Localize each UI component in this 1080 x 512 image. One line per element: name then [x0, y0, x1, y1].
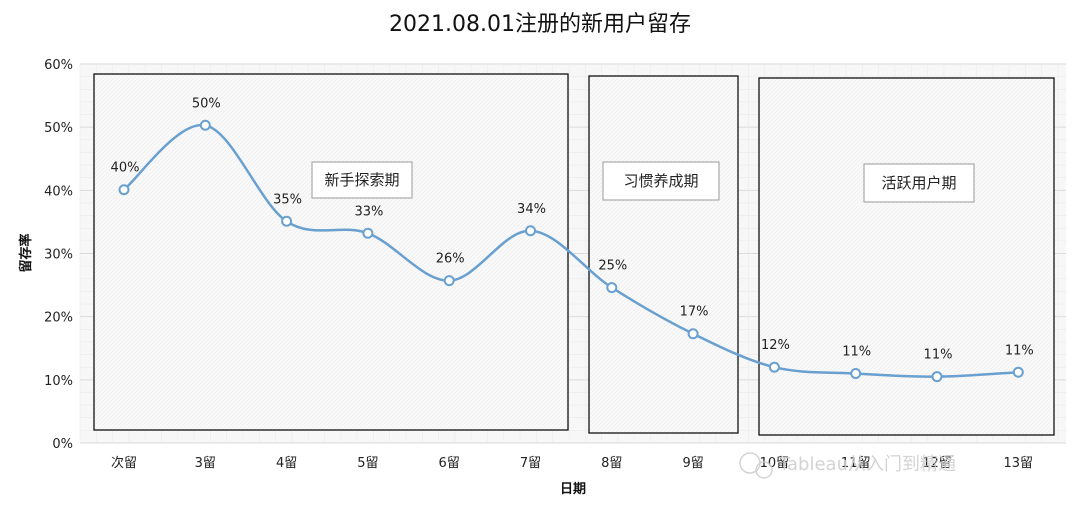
phase-label: 新手探索期 [324, 171, 399, 189]
data-label: 12% [761, 338, 790, 353]
data-label: 11% [1005, 343, 1034, 358]
data-point [199, 119, 211, 131]
phase-label: 活跃用户期 [881, 174, 956, 192]
x-tick-label: 6留 [439, 456, 460, 471]
phase-label-box [863, 163, 975, 203]
x-tick-label: 9留 [682, 456, 703, 471]
x-tick-label: 10留 [760, 456, 790, 471]
data-label: 40% [111, 161, 140, 176]
phase-boxes: 新手探索期 习惯养成期 活跃用户期 [93, 73, 1055, 436]
x-tick-label: 7留 [520, 456, 541, 471]
x-tick-label: 5留 [357, 456, 378, 471]
y-tick-label: 30% [44, 248, 73, 263]
y-tick-label: 10% [44, 374, 73, 389]
y-tick-label: 20% [44, 311, 73, 326]
x-tick-label: 4留 [276, 456, 297, 471]
data-point [281, 215, 293, 227]
x-axis-label: 日期 [560, 482, 586, 497]
data-label: 11% [924, 348, 953, 363]
chart-title: 2021.08.01注册的新用户留存 [389, 12, 691, 37]
phase-label: 习惯养成期 [623, 172, 698, 190]
wechat-icon-small [755, 461, 773, 479]
data-point [606, 282, 618, 294]
x-tick-label: 3留 [195, 456, 216, 471]
watermark: Tableau从入门到精通 [739, 452, 956, 479]
data-point [1012, 366, 1024, 378]
data-point [525, 225, 536, 237]
data-label: 35% [273, 192, 302, 207]
x-tick-label: 11留 [841, 456, 871, 471]
data-label: 25% [598, 259, 627, 274]
data-label: 34% [517, 202, 546, 217]
y-tick-label: 0% [52, 437, 73, 452]
data-point [768, 361, 780, 373]
phase-box [588, 75, 739, 434]
x-tick-label: 13留 [1004, 456, 1034, 471]
data-label: 26% [436, 252, 465, 267]
data-label: 11% [842, 345, 871, 360]
data-points [118, 119, 1024, 383]
x-tick-label: 次留 [111, 455, 137, 471]
data-point [687, 328, 699, 340]
x-tick-label: 12留 [922, 456, 952, 471]
data-labels: 40% 50% 35% 33% 26% 34% 25% 17% 12% 11% 11% 11% [111, 96, 1034, 362]
data-point [850, 368, 862, 380]
data-label: 33% [354, 204, 383, 219]
data-point [931, 371, 943, 383]
x-axis-ticks: 次留 3留 4留 5留 6留 7留 8留 9留 10留 11留 12留 13留 [111, 455, 1033, 471]
y-tick-label: 50% [44, 121, 73, 136]
y-axis-label: 留存率 [18, 233, 34, 272]
wechat-icon [739, 452, 761, 474]
y-tick-label: 40% [44, 184, 73, 199]
data-point [443, 275, 455, 287]
phase-label-box [602, 161, 720, 201]
data-point [362, 227, 374, 239]
data-label: 17% [680, 305, 709, 320]
watermark-text: Tableau从入门到精通 [778, 454, 956, 475]
phase-box [93, 73, 569, 431]
data-label: 50% [192, 96, 221, 111]
x-tick-label: 8留 [601, 456, 622, 471]
phase-box [758, 77, 1055, 436]
data-point [118, 184, 130, 196]
y-axis-ticks: 0% 10% 20% 30% 40% 50% 60% [44, 58, 73, 452]
phase-label-box [311, 161, 413, 199]
y-tick-label: 60% [44, 58, 73, 73]
